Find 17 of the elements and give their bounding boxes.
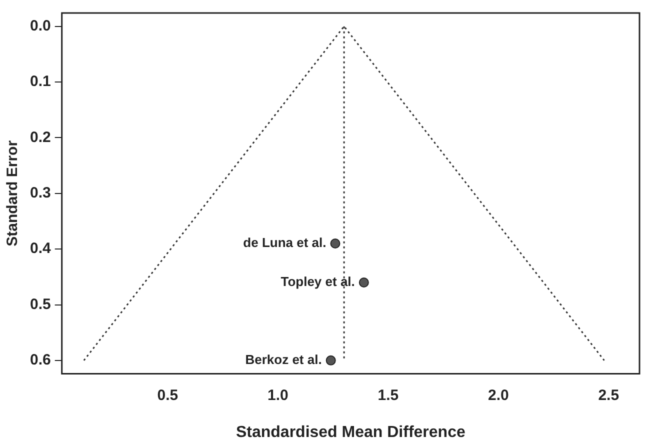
annotation: Topley et al. — [280, 274, 355, 290]
y-tick-label: 0.2 — [30, 128, 51, 146]
x-tick-label: 1.5 — [378, 386, 399, 404]
annotation: de Luna et al. — [243, 235, 326, 250]
x-tick-label: 1.0 — [267, 386, 288, 404]
x-tick-label: 2.0 — [488, 386, 509, 404]
y-tick-label: 0.0 — [30, 18, 51, 35]
y-tick-label: 0.3 — [30, 184, 51, 202]
annotation: Berkoz et al. — [245, 352, 322, 368]
x-axis-title: Standardised Mean Difference — [236, 424, 466, 441]
y-axis-title: Standard Error — [4, 140, 22, 246]
y-tick-label: 0.1 — [30, 73, 51, 90]
y-tick-label: 0.5 — [30, 296, 51, 313]
x-tick-label: 0.5 — [157, 386, 178, 404]
y-tick-label: 0.6 — [30, 352, 51, 369]
x-tick-label: 2.5 — [598, 386, 620, 404]
y-tick-label: 0.4 — [30, 240, 52, 258]
